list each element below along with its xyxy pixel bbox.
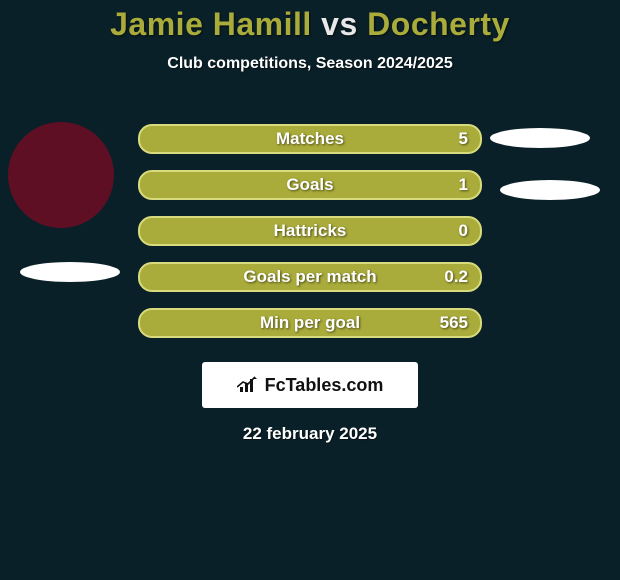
player1-avatar bbox=[8, 122, 114, 228]
stat-bar: Goals per match0.2 bbox=[138, 262, 482, 292]
player1-shadow-ellipse bbox=[20, 262, 120, 282]
stat-value-right: 565 bbox=[440, 313, 468, 333]
stat-bar: Goals1 bbox=[138, 170, 482, 200]
stat-value-right: 0 bbox=[459, 221, 468, 241]
stat-value-right: 1 bbox=[459, 175, 468, 195]
player2-shadow-ellipse-2 bbox=[500, 180, 600, 200]
player2-shadow-ellipse-1 bbox=[490, 128, 590, 148]
brand-chart-icon bbox=[237, 376, 259, 394]
subtitle: Club competitions, Season 2024/2025 bbox=[0, 55, 620, 73]
stat-bar: Min per goal565 bbox=[138, 308, 482, 338]
stat-bars: Matches5Goals1Hattricks0Goals per match0… bbox=[138, 124, 482, 354]
stat-label: Matches bbox=[140, 129, 480, 149]
stat-value-right: 5 bbox=[459, 129, 468, 149]
stat-label: Goals per match bbox=[140, 267, 480, 287]
date-text: 22 february 2025 bbox=[0, 424, 620, 444]
player2-name: Docherty bbox=[367, 6, 510, 42]
stat-bar: Hattricks0 bbox=[138, 216, 482, 246]
stat-bar: Matches5 bbox=[138, 124, 482, 154]
brand-badge: FcTables.com bbox=[202, 362, 418, 408]
brand-text: FcTables.com bbox=[265, 375, 384, 396]
stat-label: Min per goal bbox=[140, 313, 480, 333]
comparison-title: Jamie Hamill vs Docherty bbox=[0, 0, 620, 43]
stat-label: Goals bbox=[140, 175, 480, 195]
stat-value-right: 0.2 bbox=[444, 267, 468, 287]
stat-label: Hattricks bbox=[140, 221, 480, 241]
vs-text: vs bbox=[321, 6, 358, 42]
player1-name: Jamie Hamill bbox=[110, 6, 312, 42]
